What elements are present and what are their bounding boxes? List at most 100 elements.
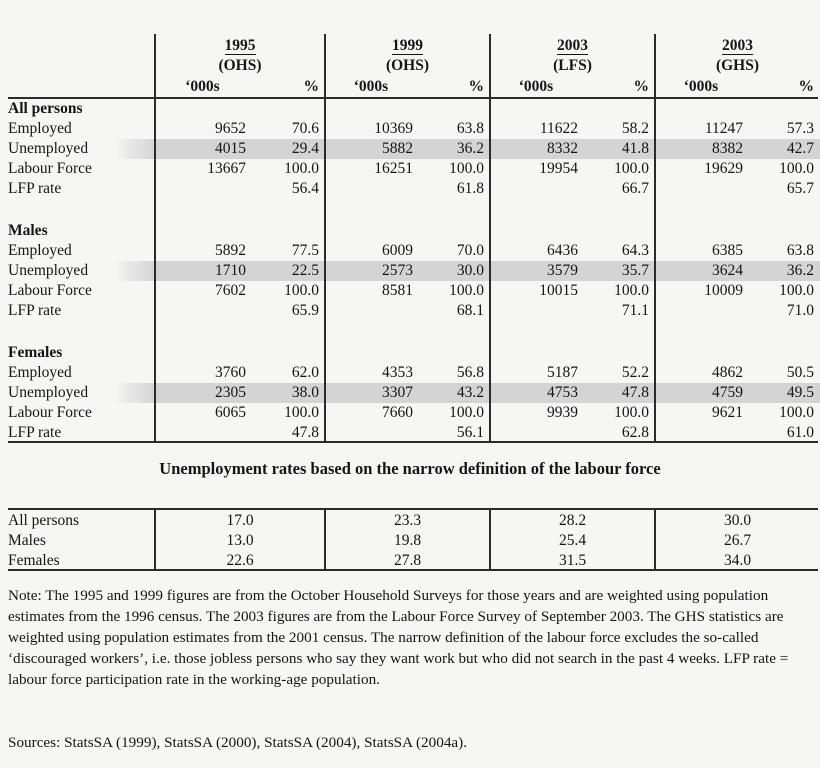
stub-cell — [0, 36, 155, 56]
value-thousands: 19629 — [704, 160, 743, 177]
secondary-table-body: All persons 17.0 23.3 28.2 30.0 Males 13.0 19.8… — [0, 511, 820, 571]
column-divider — [489, 34, 491, 443]
secondary-table-title: Unemployment rates based on the narrow d… — [159, 459, 661, 478]
row-label: Labour Force — [8, 160, 92, 177]
survey-label: (LFS) — [553, 57, 592, 74]
row-label: Employed — [8, 120, 72, 137]
value-thousands: 3579 — [547, 262, 578, 279]
table-row: All persons 17.0 23.3 28.2 30.0 — [0, 511, 820, 531]
year-header-row: 1995 1999 2003 2003 — [0, 36, 820, 56]
column-group-2003-ghs: 2003 — [655, 36, 820, 56]
column-group-1999: 1999 — [325, 36, 490, 56]
row-label: Males — [8, 532, 46, 549]
value-percent: 61.0 — [786, 424, 814, 441]
value-percent: 70.0 — [456, 242, 484, 259]
year-label: 1999 — [392, 37, 423, 55]
rate-value: 31.5 — [558, 552, 587, 569]
section-header-row: Females — [0, 343, 820, 363]
value-thousands: 3624 — [712, 262, 743, 279]
units-header: ‘000s — [518, 78, 554, 95]
value-thousands — [490, 301, 582, 321]
survey-label: (OHS) — [385, 57, 430, 74]
table-row: Employed 3760 62.0 4353 56.8 5187 52.2 4862 50.5 — [0, 363, 820, 383]
value-thousands: 9621 — [712, 404, 743, 421]
table-row: Employed 9652 70.6 10369 63.8 11622 58.2 11247 5… — [0, 119, 820, 139]
value-thousands: 4353 — [382, 364, 413, 381]
value-percent: 71.0 — [786, 302, 814, 319]
table-row: Employed 5892 77.5 6009 70.0 6436 64.3 6385 63.8 — [0, 241, 820, 261]
value-percent: 100.0 — [614, 160, 649, 177]
value-percent: 63.8 — [786, 242, 814, 259]
survey-label: (GHS) — [715, 57, 760, 74]
value-thousands: 5892 — [215, 242, 246, 259]
row-label: Labour Force — [8, 404, 92, 421]
value-percent: 35.7 — [621, 262, 649, 279]
value-thousands: 16251 — [374, 160, 413, 177]
value-percent: 100.0 — [284, 404, 319, 421]
row-label: LFP rate — [8, 180, 62, 197]
value-percent: 47.8 — [291, 424, 319, 441]
rate-value: 19.8 — [393, 532, 422, 549]
value-thousands: 6065 — [215, 404, 246, 421]
value-percent: 56.8 — [456, 364, 484, 381]
row-label: Employed — [8, 242, 72, 259]
table-row: Labour Force 7602 100.0 8581 100.0 10015 100.0… — [0, 281, 820, 301]
row-label: All persons — [8, 512, 80, 529]
table-row: Labour Force 13667 100.0 16251 100.0 19954 100… — [0, 159, 820, 179]
rate-value: 27.8 — [393, 552, 422, 569]
value-thousands: 10369 — [374, 120, 413, 137]
value-thousands: 11622 — [539, 120, 578, 137]
value-thousands: 5187 — [547, 364, 578, 381]
value-percent: 61.8 — [456, 180, 484, 197]
value-thousands: 7660 — [382, 404, 413, 421]
sources-line: Sources: StatsSA (1999), StatsSA (2000),… — [8, 734, 468, 751]
row-label: Unemployed — [8, 384, 89, 401]
row-label: Unemployed — [8, 140, 89, 157]
value-percent: 100.0 — [779, 282, 814, 299]
rate-value: 26.7 — [723, 532, 752, 549]
value-thousands — [155, 423, 250, 443]
section-spacer — [0, 321, 820, 343]
value-thousands: 4753 — [547, 384, 578, 401]
value-percent: 62.8 — [621, 424, 649, 441]
value-percent: 43.2 — [456, 384, 484, 401]
table-row: Unemployed 2305 38.0 3307 43.2 4753 47.8 4759 49… — [0, 383, 820, 403]
column-group-1995: 1995 — [155, 36, 325, 56]
value-thousands: 4759 — [712, 384, 743, 401]
value-thousands: 2573 — [382, 262, 413, 279]
table-top-border — [8, 508, 818, 510]
rate-value: 25.4 — [558, 532, 587, 549]
value-percent: 49.5 — [786, 384, 814, 401]
row-label: Employed — [8, 364, 72, 381]
value-percent: 100.0 — [449, 282, 484, 299]
column-divider — [489, 508, 491, 571]
value-thousands: 11247 — [704, 120, 743, 137]
value-percent: 29.4 — [291, 140, 319, 157]
section-header-row: All persons — [0, 99, 820, 119]
column-divider — [324, 508, 326, 571]
units-header-row: ‘000s % ‘000s % ‘000s % ‘000s % — [0, 77, 820, 99]
value-percent: 50.5 — [786, 364, 814, 381]
value-thousands: 9939 — [547, 404, 578, 421]
section-spacer — [0, 199, 820, 221]
value-thousands — [325, 423, 417, 443]
value-thousands: 6436 — [547, 242, 578, 259]
value-percent: 47.8 — [621, 384, 649, 401]
rate-value: 23.3 — [393, 512, 422, 529]
note-paragraph: Note: The 1995 and 1999 figures are from… — [8, 587, 789, 688]
value-percent: 100.0 — [449, 160, 484, 177]
section-name: Males — [8, 222, 48, 239]
row-label: Labour Force — [8, 282, 92, 299]
value-thousands — [655, 301, 747, 321]
value-percent: 56.4 — [291, 180, 319, 197]
table-row: Unemployed 1710 22.5 2573 30.0 3579 35.7 3624 36… — [0, 261, 820, 281]
value-percent: 65.7 — [786, 180, 814, 197]
row-label: Females — [8, 552, 60, 569]
value-percent: 57.3 — [786, 120, 814, 137]
rate-value: 34.0 — [723, 552, 752, 569]
column-divider — [654, 34, 656, 443]
value-percent: 68.1 — [456, 302, 484, 319]
value-thousands: 10009 — [704, 282, 743, 299]
value-thousands: 6009 — [382, 242, 413, 259]
